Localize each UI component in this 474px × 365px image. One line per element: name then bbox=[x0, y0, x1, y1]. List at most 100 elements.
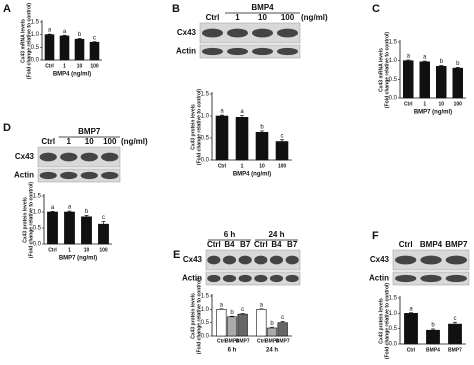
y-tick-label: 0.5 bbox=[33, 226, 42, 232]
x-tick-label: 1 bbox=[63, 63, 66, 69]
blot-band bbox=[60, 152, 78, 162]
blot-row-label: Cx43 bbox=[177, 28, 197, 37]
x-tick-label: 100 bbox=[90, 63, 99, 69]
blot-band bbox=[60, 171, 78, 180]
y-tick-label: 1.0 bbox=[31, 32, 40, 38]
x-tick-label: Ctrl bbox=[48, 247, 57, 253]
blot-band bbox=[238, 255, 252, 265]
error-bar bbox=[431, 328, 435, 331]
lane-label: Ctrl bbox=[254, 240, 268, 249]
x-axis-label: BMP7 (ng/ml) bbox=[414, 110, 452, 116]
blot-row-label: Actin bbox=[369, 274, 389, 283]
error-bar bbox=[219, 308, 224, 310]
bar bbox=[44, 34, 55, 61]
x-tick-label: 1 bbox=[423, 101, 426, 107]
lane-label: 100 bbox=[281, 13, 295, 22]
blot-band bbox=[420, 274, 442, 283]
lane-label: 1 bbox=[67, 137, 72, 146]
y-axis-label: (Fold change relative to control) bbox=[28, 182, 34, 258]
blot-band bbox=[285, 274, 299, 283]
error-bar bbox=[406, 59, 411, 61]
x-tick-label: BMP7 bbox=[448, 347, 462, 353]
blot-row-label: Cx43 bbox=[370, 255, 390, 264]
blot-band bbox=[80, 152, 98, 162]
x-tick-label: Ctrl bbox=[404, 101, 413, 107]
y-tick-label: 1.5 bbox=[201, 92, 210, 98]
bar bbox=[81, 216, 92, 245]
significance-label: b bbox=[440, 59, 444, 65]
x-tick-label: 100 bbox=[99, 247, 108, 253]
bar bbox=[74, 38, 85, 61]
y-tick-label: 1.5 bbox=[33, 194, 42, 200]
series-label: BMP4 bbox=[265, 338, 279, 344]
x-tick-label: 10 bbox=[438, 101, 444, 107]
significance-label: c bbox=[241, 307, 244, 313]
y-axis-label: (Fold change relative to control) bbox=[196, 278, 202, 354]
significance-label: b bbox=[270, 321, 274, 327]
significance-label: b bbox=[260, 125, 264, 131]
blot-row-label: Actin bbox=[14, 171, 34, 180]
panel-letter: E bbox=[173, 249, 180, 261]
y-axis-label: (Fold change relative to control) bbox=[196, 89, 202, 165]
y-tick-label: 0.0 bbox=[201, 334, 210, 340]
lane-unit: (ng/ml) bbox=[121, 137, 148, 146]
y-tick-label: 0.5 bbox=[389, 326, 398, 332]
error-bar bbox=[409, 312, 413, 314]
panel-letter: C bbox=[372, 3, 380, 15]
bar bbox=[404, 313, 418, 345]
bar bbox=[235, 117, 249, 161]
significance-label: b bbox=[431, 323, 435, 329]
significance-label: a bbox=[51, 205, 55, 211]
significance-label: a bbox=[63, 29, 67, 35]
bar bbox=[435, 65, 447, 99]
significance-label: a bbox=[423, 55, 427, 61]
lane-label: 10 bbox=[85, 137, 94, 146]
x-tick-label: 10 bbox=[84, 247, 90, 253]
y-tick-label: 0.5 bbox=[201, 320, 210, 326]
blot-band bbox=[252, 47, 273, 56]
significance-label: c bbox=[93, 35, 96, 41]
bar bbox=[215, 115, 229, 161]
error-bar bbox=[67, 210, 72, 212]
blot-header: BMP7 bbox=[78, 127, 101, 136]
x-axis-label: BMP4 (ng/ml) bbox=[53, 72, 91, 78]
blot-strip bbox=[199, 22, 301, 44]
x-tick-label: 1 bbox=[68, 247, 71, 253]
significance-label: b bbox=[230, 310, 234, 316]
error-bar bbox=[270, 326, 274, 328]
bar bbox=[47, 211, 58, 245]
error-bar bbox=[50, 211, 55, 212]
significance-label: a bbox=[220, 302, 224, 308]
y-tick-label: 0.0 bbox=[31, 58, 40, 64]
blot-band bbox=[207, 255, 221, 265]
blot-band bbox=[101, 152, 119, 162]
blot-band bbox=[445, 255, 467, 265]
blot-band bbox=[222, 255, 237, 265]
panel-letter: D bbox=[3, 122, 11, 134]
y-axis-label: Cx43 mRNA levels bbox=[378, 48, 384, 92]
bar bbox=[275, 141, 289, 161]
significance-label: c bbox=[281, 315, 284, 321]
error-bar bbox=[220, 114, 224, 116]
y-tick-label: 1.5 bbox=[389, 40, 398, 46]
lane-label: Ctrl bbox=[41, 137, 55, 146]
bar bbox=[426, 329, 440, 345]
lane-unit: (ng/ml) bbox=[301, 13, 328, 22]
blot-band bbox=[101, 171, 119, 180]
significance-label: a bbox=[409, 306, 413, 312]
error-bar bbox=[240, 313, 245, 315]
panel-letter: F bbox=[372, 230, 379, 242]
series-label: BMP7 bbox=[236, 338, 250, 344]
bar bbox=[452, 67, 463, 99]
blot-band bbox=[227, 47, 248, 56]
blot-strip bbox=[37, 168, 121, 183]
bar bbox=[216, 309, 227, 337]
lane-label: Ctrl bbox=[399, 240, 413, 249]
x-tick-label: 100 bbox=[454, 101, 463, 107]
significance-label: b bbox=[78, 32, 82, 38]
y-axis-label: Cx43 protein levels bbox=[190, 104, 196, 150]
y-tick-label: 1.0 bbox=[201, 307, 210, 313]
blot-group: 24 h bbox=[268, 230, 284, 239]
lane-label: 1 bbox=[235, 13, 240, 22]
y-tick-label: 0.5 bbox=[389, 77, 398, 83]
